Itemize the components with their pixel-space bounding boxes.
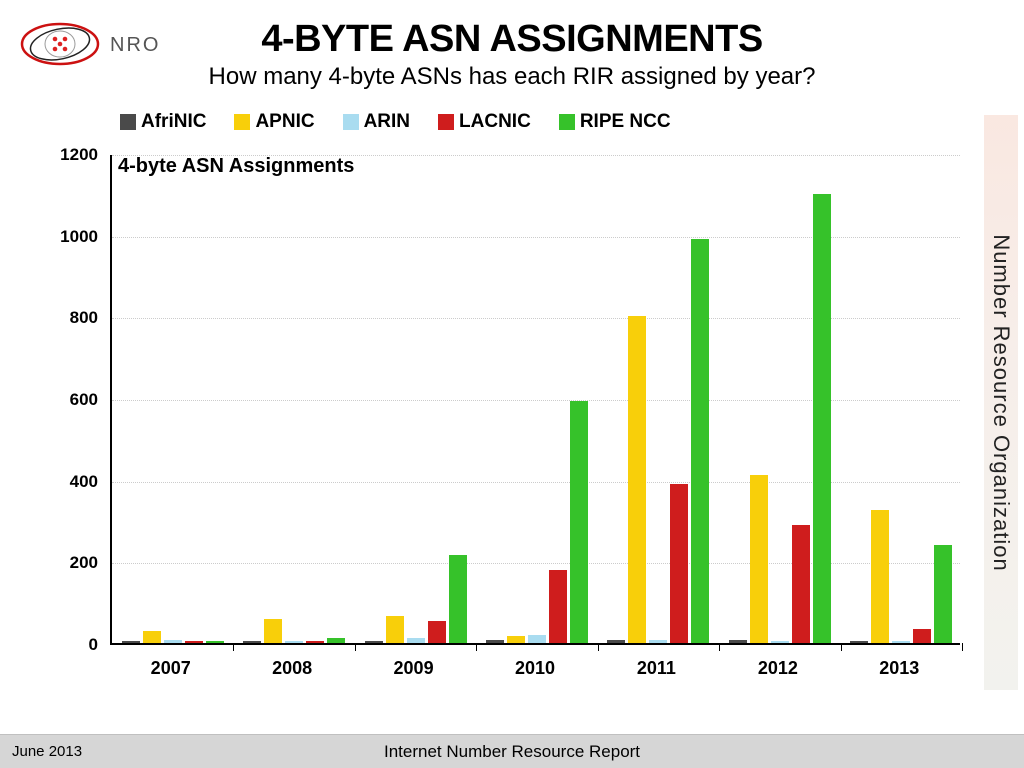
bar [691,239,709,643]
bar [428,621,446,643]
bar [407,638,425,643]
x-axis-label: 2011 [637,658,676,679]
svg-text:NRO: NRO [110,34,160,56]
bar [750,475,768,643]
bar [934,545,952,643]
y-axis-label: 1200 [40,145,98,165]
sidebar-branding: Number Resource Organization [984,115,1018,690]
bar [871,510,889,643]
bar [327,638,345,643]
bar [143,631,161,643]
bar [913,629,931,643]
x-axis-label: 2008 [272,658,312,679]
gridline [112,563,960,564]
x-axis-label: 2009 [394,658,434,679]
legend-label: APNIC [255,111,314,133]
legend-item: APNIC [234,111,314,133]
footer-date: June 2013 [12,743,82,760]
gridline [112,237,960,238]
gridline [112,400,960,401]
chart-legend: AfriNIC APNIC ARIN LACNIC RIPE NCC [0,99,1024,133]
y-axis-label: 400 [40,472,98,492]
footer: June 2013 Internet Number Resource Repor… [0,734,1024,768]
bar [628,316,646,643]
bar [771,641,789,643]
y-axis-label: 0 [40,635,98,655]
bar [649,640,667,643]
bar [892,641,910,643]
bar [122,641,140,643]
y-axis-label: 1000 [40,227,98,247]
bar [243,641,261,643]
legend-item: LACNIC [438,111,531,133]
legend-swatch [120,114,136,130]
bar [449,555,467,643]
bar-chart: 4-byte ASN Assignments 02004006008001000… [40,155,960,685]
gridline [112,318,960,319]
bar [486,640,504,643]
legend-swatch [559,114,575,130]
gridline [112,155,960,156]
y-axis-label: 800 [40,308,98,328]
legend-swatch [343,114,359,130]
y-axis-label: 600 [40,390,98,410]
bar [813,194,831,643]
x-tick [476,643,477,651]
bar [507,636,525,643]
x-tick [233,643,234,651]
y-axis-label: 200 [40,553,98,573]
x-tick [841,643,842,651]
x-axis-label: 2007 [151,658,191,679]
gridline [112,482,960,483]
x-axis-label: 2013 [879,658,919,679]
bar [607,640,625,643]
legend-label: AfriNIC [141,111,206,133]
x-axis-label: 2010 [515,658,555,679]
nro-logo: NRO [18,14,188,79]
legend-item: RIPE NCC [559,111,671,133]
bar [306,641,324,643]
bar [386,616,404,643]
bar [549,570,567,643]
x-tick [719,643,720,651]
bar [528,635,546,643]
legend-label: LACNIC [459,111,531,133]
bar [792,525,810,643]
legend-item: ARIN [343,111,410,133]
x-axis-label: 2012 [758,658,798,679]
sidebar-text: Number Resource Organization [988,234,1014,571]
legend-label: RIPE NCC [580,111,671,133]
bar [365,641,383,643]
bar [285,641,303,643]
x-tick [598,643,599,651]
bar [164,640,182,643]
bar [729,640,747,643]
bar [670,484,688,643]
legend-swatch [234,114,250,130]
footer-title: Internet Number Resource Report [0,742,1024,762]
bar [850,641,868,643]
bar [185,641,203,643]
bar [264,619,282,644]
legend-swatch [438,114,454,130]
legend-label: ARIN [364,111,410,133]
bar [570,401,588,643]
legend-item: AfriNIC [120,111,206,133]
x-tick [355,643,356,651]
bar [206,641,224,643]
